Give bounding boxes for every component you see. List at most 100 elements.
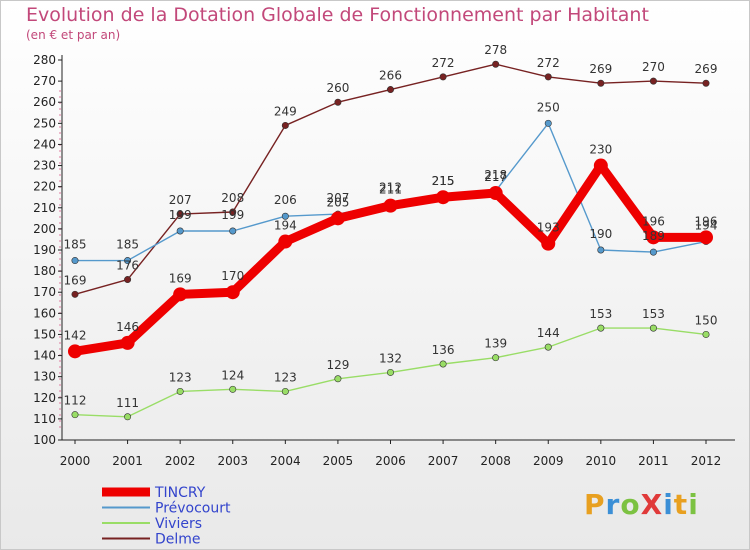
y-tick-label: 270 [33, 74, 56, 88]
data-point [71, 411, 79, 419]
data-point [544, 343, 552, 351]
y-tick-label: 150 [33, 327, 56, 341]
data-label: 153 [589, 307, 612, 321]
data-label: 112 [64, 394, 87, 408]
data-label: 211 [379, 183, 402, 197]
data-label: 207 [326, 191, 349, 205]
y-tick-label: 210 [33, 201, 56, 215]
y-tick-label: 130 [33, 370, 56, 384]
data-point [334, 375, 342, 383]
data-label: 169 [64, 273, 87, 287]
data-point [176, 227, 184, 235]
data-label: 266 [379, 69, 402, 83]
data-point [229, 227, 237, 235]
x-tick-label: 2010 [586, 454, 617, 468]
data-point [597, 324, 605, 332]
data-point [597, 246, 605, 254]
data-label: 272 [432, 56, 455, 70]
x-tick-label: 2006 [375, 454, 406, 468]
data-label: 153 [642, 307, 665, 321]
data-label: 193 [537, 221, 560, 235]
x-tick-label: 2011 [638, 454, 669, 468]
data-point [229, 385, 237, 393]
data-point [124, 257, 132, 265]
data-point [544, 119, 552, 127]
y-tick-label: 260 [33, 95, 56, 109]
proxiti-logo: ProXiti [584, 488, 699, 521]
chart-title: Evolution de la Dotation Globale de Fonc… [26, 4, 649, 26]
y-tick-label: 180 [33, 264, 56, 278]
y-tick-label: 110 [33, 412, 56, 426]
data-point [702, 330, 710, 338]
data-label: 136 [432, 343, 455, 357]
data-point [281, 212, 289, 220]
y-tick-label: 140 [33, 349, 56, 363]
y-tick-label: 200 [33, 222, 56, 236]
data-label: 189 [642, 229, 665, 243]
data-point [176, 387, 184, 395]
chart-subtitle: (en € et par an) [26, 28, 121, 42]
y-tick-label: 120 [33, 391, 56, 405]
data-point [229, 208, 237, 216]
data-point [173, 287, 188, 302]
data-label: 124 [221, 368, 244, 382]
data-point [334, 98, 342, 106]
data-label: 176 [116, 259, 139, 273]
data-label: 194 [274, 219, 297, 233]
data-label: 123 [274, 370, 297, 384]
data-label: 150 [695, 313, 718, 327]
data-label: 249 [274, 104, 297, 118]
legend-label-tincry: TINCRY [154, 485, 206, 501]
y-tick-label: 100 [33, 433, 56, 447]
series-lines [68, 60, 713, 421]
y-tick-label: 230 [33, 159, 56, 173]
data-label: 132 [379, 351, 402, 365]
y-tick-label: 170 [33, 285, 56, 299]
data-point [593, 158, 608, 173]
data-label: 190 [589, 227, 612, 241]
data-labels: 112 111 123 124 123 129 132 136 139 144 153 153 150 1… [64, 43, 718, 410]
data-point [124, 413, 132, 421]
data-label: 212 [379, 181, 402, 195]
data-label: 196 [642, 214, 665, 228]
y-tick-label: 240 [33, 137, 56, 151]
data-point [439, 73, 447, 81]
data-label: 270 [642, 60, 665, 74]
data-label: 208 [221, 191, 244, 205]
data-label: 111 [116, 396, 139, 410]
data-label: 269 [589, 62, 612, 76]
data-label: 185 [64, 238, 87, 252]
data-point [386, 86, 394, 94]
y-tick-label: 160 [33, 306, 56, 320]
x-tick-label: 2000 [60, 454, 91, 468]
data-point [225, 285, 240, 300]
data-label: 199 [221, 208, 244, 222]
data-point [646, 230, 661, 245]
data-label: 207 [169, 193, 192, 207]
data-label: 139 [484, 337, 507, 351]
data-label: 129 [326, 358, 349, 372]
data-label: 142 [64, 328, 87, 342]
data-label: 146 [116, 320, 139, 334]
data-point [383, 198, 398, 213]
x-tick-label: 2004 [270, 454, 301, 468]
y-tick-label: 190 [33, 243, 56, 257]
x-tick-label: 2003 [217, 454, 248, 468]
data-point [699, 230, 713, 245]
data-label: 215 [432, 174, 455, 188]
y-tick-label: 250 [33, 116, 56, 130]
data-label: 194 [695, 219, 718, 233]
data-point [176, 210, 184, 218]
legend-label-prévocourt: Prévocourt [155, 501, 231, 517]
data-label: 217 [484, 170, 507, 184]
data-point [649, 248, 657, 256]
data-point [541, 236, 556, 251]
x-tick-label: 2007 [428, 454, 459, 468]
data-label: 169 [169, 271, 192, 285]
x-tick-label: 2002 [165, 454, 196, 468]
x-tick-label: 2001 [112, 454, 143, 468]
data-point [492, 60, 500, 68]
x-tick-label: 2009 [533, 454, 564, 468]
